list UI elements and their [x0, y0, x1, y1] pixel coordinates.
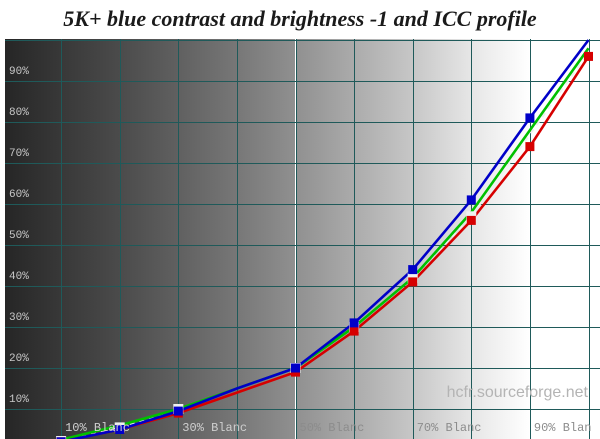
gridline-vertical	[296, 39, 297, 439]
grayscale-gradient-background	[5, 39, 600, 439]
x-axis-tick-label: 90% Blan	[533, 421, 592, 435]
data-point-marker-red	[466, 215, 476, 225]
data-point-marker-blue	[115, 425, 125, 434]
y-axis-tick-label: 50%	[9, 230, 29, 242]
gridline-horizontal	[5, 122, 600, 123]
gradient-band	[354, 39, 413, 439]
gradient-band	[178, 39, 237, 439]
data-point-marker-blue	[291, 363, 300, 373]
data-point-marker-red	[408, 277, 418, 287]
gradient-band	[119, 39, 179, 439]
gridline-vertical	[354, 39, 355, 439]
gridline-vertical	[120, 39, 121, 439]
y-axis-tick-label: 90%	[9, 66, 29, 78]
series-line-green	[58, 47, 590, 439]
x-axis-tick-label: 10% Blanc	[65, 421, 130, 435]
series-line-blue	[68, 39, 590, 439]
gridline-vertical	[237, 39, 238, 439]
series-line-reference	[65, 51, 590, 439]
gridline-horizontal	[5, 204, 600, 205]
data-point-marker-red	[584, 51, 593, 61]
x-axis-tick-label: 70% Blanc	[416, 421, 482, 435]
gradient-band	[588, 39, 600, 439]
gridline-vertical	[589, 39, 590, 439]
data-point-marker-blue	[56, 437, 66, 439]
gridline-vertical	[178, 39, 179, 439]
series-markers	[56, 51, 593, 439]
y-axis-tick-label: 20%	[9, 353, 29, 365]
x-axis-tick-label: 50% Blanc	[299, 421, 365, 435]
series-line-red	[68, 55, 590, 439]
data-point-marker-blue	[173, 406, 183, 416]
data-point-marker-blue	[525, 113, 535, 123]
y-axis-tick-label: 80%	[9, 107, 29, 119]
gradient-band	[295, 39, 355, 439]
gridline-horizontal	[5, 409, 600, 410]
gridline-horizontal	[5, 40, 600, 41]
gridline-vertical	[530, 39, 531, 439]
y-axis-tick-label: 40%	[9, 271, 29, 283]
watermark-label: hcfr.sourceforge.net	[446, 384, 588, 401]
data-point-marker-blue	[408, 265, 418, 275]
gridline-horizontal	[5, 286, 600, 287]
gradient-band	[5, 39, 62, 439]
gradient-band	[412, 39, 472, 439]
data-point-marker-red	[525, 142, 535, 152]
gridline-vertical	[413, 39, 414, 439]
gridline-horizontal	[5, 81, 600, 82]
y-axis-tick-label: 10%	[9, 394, 29, 406]
gridline-horizontal	[5, 163, 600, 164]
data-point-marker-red	[349, 326, 359, 336]
y-axis-tick-label: 30%	[9, 312, 29, 324]
plot-area: 10% 20% 30% 40% 50% 60% 70% 80% 90% 10% Blanc 30%…	[5, 39, 600, 439]
gridline-horizontal	[5, 245, 600, 246]
series-lines	[58, 39, 590, 439]
data-series-layer	[56, 39, 593, 439]
y-axis-tick-label: 60%	[9, 189, 29, 201]
gradient-band	[471, 39, 530, 439]
page-title: 5K+ blue contrast and brightness -1 and …	[63, 6, 537, 31]
gridline-vertical	[61, 39, 62, 439]
x-axis-tick-label: 30% Blanc	[182, 421, 248, 435]
data-point-marker-blue	[349, 318, 359, 328]
gridline-vertical	[471, 39, 472, 439]
gridline-horizontal	[5, 327, 600, 328]
data-point-marker-blue	[466, 195, 476, 205]
y-axis-tick-label: 70%	[9, 148, 29, 160]
gradient-band	[61, 39, 120, 439]
